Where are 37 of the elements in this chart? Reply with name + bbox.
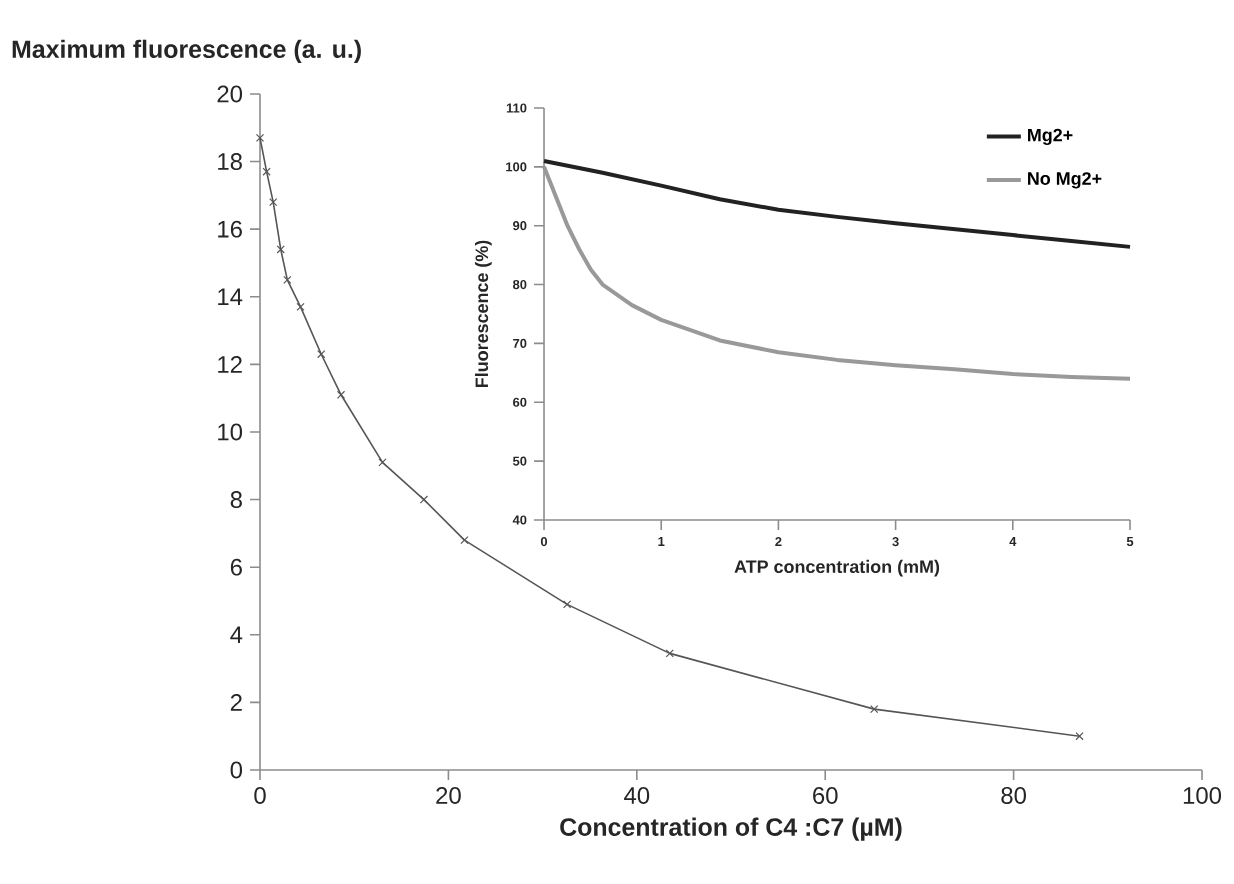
y-tick-label: 2 (230, 694, 242, 711)
x-tick-label: 0 (254, 787, 266, 804)
y-tick-label: 10 (218, 423, 243, 441)
y-tick-label: 14 (218, 288, 243, 305)
point (336, 390, 346, 399)
point (870, 704, 879, 714)
point (276, 245, 285, 254)
point (419, 495, 429, 504)
y-tick-label: 0 (230, 761, 243, 779)
x-axis-title: Concentration of C4 :C7 (µM) (560, 817, 902, 841)
x-tick-label: 20 (436, 787, 461, 804)
y-tick-label: 16 (218, 220, 242, 238)
y-tick-label: 20 (217, 85, 243, 103)
point (283, 275, 292, 284)
x-tick-label: 60 (813, 787, 838, 804)
y-tick-label: 8 (230, 491, 242, 509)
y-tick-label: 18 (218, 153, 242, 171)
x-axis-title: ATP concentration (mM) (734, 559, 940, 577)
point (262, 167, 271, 176)
x-tick-label: 80 (1001, 787, 1026, 804)
line-series (542, 164, 1133, 381)
legend-label: Mg2+ (1028, 128, 1073, 146)
x-tick-label: 40 (624, 787, 650, 804)
x-tick-label: 100 (1183, 787, 1222, 804)
point (378, 458, 387, 467)
point (317, 350, 326, 359)
y-tick-label: 6 (230, 558, 242, 576)
legend-label: No Mg2+ (1028, 172, 1102, 189)
y-tick-label: 4 (230, 626, 243, 643)
point (296, 302, 305, 312)
y-tick-label: 12 (218, 356, 242, 373)
y-axis-title: Maximum fluorescence (a. u.) (12, 39, 361, 63)
point (460, 535, 469, 545)
y-axis-title: Fluorescence (%) (474, 240, 492, 388)
point (269, 198, 278, 207)
point (665, 649, 674, 658)
point (562, 600, 572, 609)
